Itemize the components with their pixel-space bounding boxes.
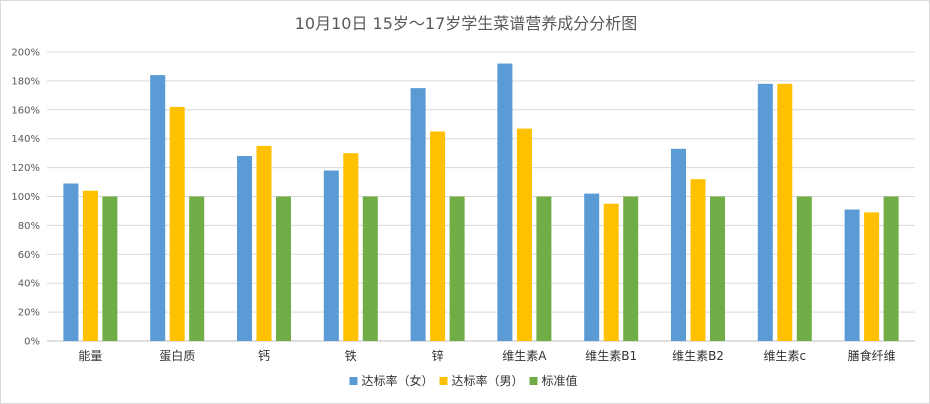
bar-series1-9 bbox=[757, 83, 773, 341]
x-tick-label: 能量 bbox=[78, 349, 102, 363]
bar-series3-5 bbox=[449, 196, 465, 341]
x-tick-label: 钙 bbox=[258, 349, 270, 363]
bar-series3-4 bbox=[362, 196, 378, 341]
bar-series2-8 bbox=[690, 179, 706, 341]
bars bbox=[63, 63, 899, 342]
x-tick-label: 维生素B1 bbox=[585, 349, 637, 363]
legend-swatch-series3 bbox=[529, 377, 538, 385]
bar-series1-3 bbox=[237, 156, 252, 341]
y-tick-label: 160% bbox=[11, 105, 40, 116]
y-tick-label: 120% bbox=[11, 163, 40, 174]
bar-series1-5 bbox=[410, 88, 426, 342]
legend-swatch-series1 bbox=[349, 377, 358, 385]
legend: 达标率（女） 达标率（男） 标准值 bbox=[349, 373, 578, 388]
chart-title: 10月10日 15岁～17岁学生菜谱营养成分分析图 bbox=[295, 14, 638, 33]
bar-series3-3 bbox=[276, 196, 291, 341]
legend-label-series2: 达标率（男） bbox=[452, 373, 524, 388]
bar-series3-6 bbox=[536, 196, 552, 341]
bar-series2-5 bbox=[430, 131, 446, 341]
y-tick-label: 40% bbox=[18, 279, 40, 290]
y-tick-label: 20% bbox=[18, 308, 40, 319]
bar-series2-1 bbox=[82, 190, 98, 341]
x-tick-label: 铁 bbox=[345, 349, 357, 363]
x-tick-label: 蛋白质 bbox=[159, 348, 195, 363]
bar-series2-7 bbox=[603, 203, 619, 341]
bar-series2-2 bbox=[169, 106, 185, 341]
y-tick-label: 100% bbox=[11, 192, 40, 203]
bar-series2-4 bbox=[343, 153, 359, 341]
y-tick-label: 180% bbox=[11, 76, 40, 87]
bar-series3-9 bbox=[796, 196, 812, 341]
bar-series1-10 bbox=[844, 209, 860, 341]
bar-series3-8 bbox=[710, 196, 725, 341]
bar-series3-1 bbox=[102, 196, 118, 341]
x-tick-label: 维生素c bbox=[763, 349, 806, 363]
bar-series2-6 bbox=[516, 128, 532, 341]
bar-series1-1 bbox=[63, 183, 79, 341]
legend-label-series1: 达标率（女） bbox=[362, 373, 434, 388]
legend-label-series3: 标准值 bbox=[542, 373, 578, 388]
bar-series2-3 bbox=[256, 145, 272, 341]
x-tick-label: 膳食纤维 bbox=[848, 348, 896, 363]
bar-series3-7 bbox=[623, 196, 639, 341]
x-tick-label: 维生素A bbox=[502, 349, 547, 363]
legend-swatch-series2 bbox=[439, 377, 448, 385]
y-tick-label: 80% bbox=[18, 221, 40, 232]
bar-series3-10 bbox=[883, 196, 899, 341]
y-tick-label: 0% bbox=[24, 337, 40, 348]
x-tick-label: 维生素B2 bbox=[672, 349, 724, 363]
bar-series1-6 bbox=[497, 63, 513, 342]
bar-series2-10 bbox=[864, 212, 880, 341]
bar-series1-7 bbox=[584, 193, 600, 341]
bar-series3-2 bbox=[189, 196, 205, 341]
y-tick-label: 60% bbox=[18, 250, 40, 261]
x-tick-label: 锌 bbox=[432, 349, 444, 363]
y-axis: 0% 20% 40% 60% 80% 100% 120% 140% 160% 180% 200% bbox=[11, 48, 40, 348]
bar-series1-2 bbox=[150, 75, 166, 342]
bar-series1-4 bbox=[323, 170, 339, 341]
x-axis: 能量 蛋白质 钙 铁 锌 维生素A 维生素B1 维生素B2 维生素c 膳食纤维 bbox=[78, 348, 895, 363]
bar-series1-8 bbox=[671, 148, 686, 341]
bar-series2-9 bbox=[777, 83, 793, 341]
y-tick-label: 140% bbox=[11, 134, 40, 145]
y-tick-label: 200% bbox=[11, 48, 40, 59]
